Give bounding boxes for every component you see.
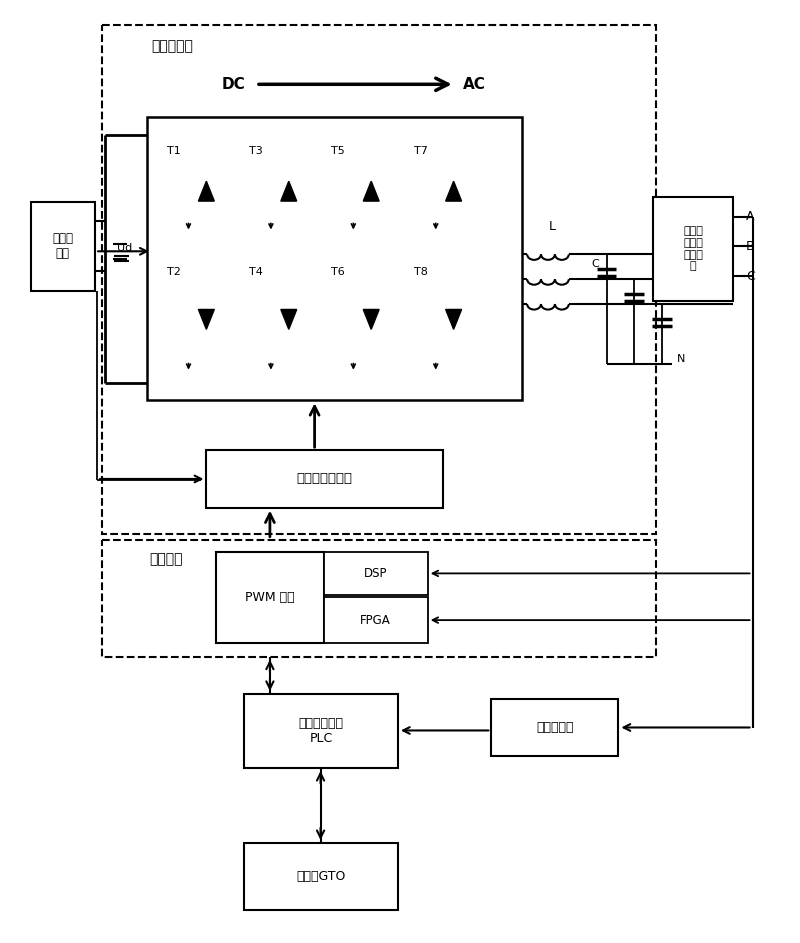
- Polygon shape: [198, 181, 214, 201]
- Text: T1: T1: [166, 146, 180, 156]
- Bar: [323, 597, 428, 643]
- Polygon shape: [281, 181, 297, 201]
- Text: T3: T3: [249, 146, 263, 156]
- Bar: [146, 117, 522, 401]
- Text: B: B: [746, 240, 755, 253]
- Text: 可编程控制器
PLC: 可编程控制器 PLC: [298, 717, 343, 745]
- Polygon shape: [198, 309, 214, 329]
- Text: AC: AC: [463, 76, 486, 91]
- Bar: [216, 552, 323, 643]
- Text: T5: T5: [331, 146, 346, 156]
- Text: T7: T7: [414, 146, 428, 156]
- Text: Ud: Ud: [117, 243, 132, 254]
- Text: 电力参数表: 电力参数表: [536, 721, 574, 734]
- Bar: [654, 197, 733, 301]
- Text: PWM 控制: PWM 控制: [245, 590, 294, 604]
- Polygon shape: [363, 309, 379, 329]
- Text: 主控单元: 主控单元: [150, 553, 183, 567]
- Text: C: C: [592, 259, 599, 270]
- Text: A: A: [746, 210, 754, 223]
- Text: 交流电
压、电
流传感
器: 交流电 压、电 流传感 器: [683, 226, 703, 272]
- Text: 触摸屏GTO: 触摸屏GTO: [296, 870, 346, 883]
- Text: L: L: [549, 220, 555, 233]
- Bar: [244, 694, 398, 769]
- Bar: [491, 699, 618, 756]
- Text: 驱动和功率单元: 驱动和功率单元: [297, 472, 353, 486]
- Text: 电压传
感器: 电压传 感器: [52, 232, 74, 260]
- Bar: [244, 843, 398, 910]
- Polygon shape: [446, 181, 462, 201]
- Text: DC: DC: [222, 76, 245, 91]
- Text: 主电路单元: 主电路单元: [152, 40, 194, 54]
- Polygon shape: [281, 309, 297, 329]
- Bar: [323, 552, 428, 595]
- Bar: [102, 539, 656, 657]
- Text: C: C: [746, 270, 755, 283]
- Text: T4: T4: [249, 267, 263, 277]
- Text: N: N: [677, 354, 686, 364]
- Bar: [102, 25, 656, 534]
- Polygon shape: [446, 309, 462, 329]
- Text: T2: T2: [166, 267, 181, 277]
- Polygon shape: [363, 181, 379, 201]
- Bar: [206, 450, 442, 507]
- Text: T8: T8: [414, 267, 428, 277]
- Bar: [30, 202, 95, 291]
- Text: DSP: DSP: [364, 567, 387, 580]
- Text: T6: T6: [331, 267, 346, 277]
- Text: FPGA: FPGA: [360, 614, 391, 626]
